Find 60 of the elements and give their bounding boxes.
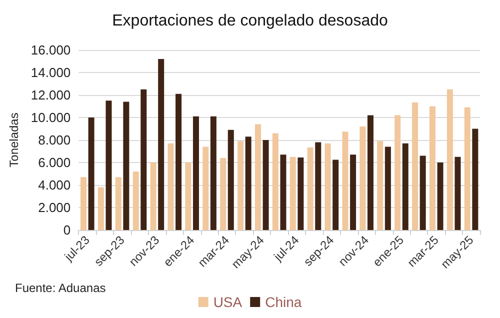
bar	[238, 141, 244, 230]
legend-label: China	[265, 294, 302, 310]
bar	[315, 142, 322, 230]
bar	[472, 128, 478, 230]
bar	[150, 162, 156, 230]
bar	[280, 154, 286, 230]
bar	[262, 140, 269, 230]
bar	[176, 94, 182, 230]
y-tick-label: 8.000	[38, 132, 71, 148]
bar	[360, 126, 366, 230]
bar	[384, 146, 391, 230]
y-tick-label: 0	[63, 222, 71, 238]
bar	[168, 143, 174, 230]
y-tick-label: 10.000	[30, 110, 71, 125]
bar	[115, 177, 122, 230]
bar	[446, 89, 453, 230]
bar	[412, 102, 418, 230]
bar	[202, 146, 209, 230]
bar	[350, 154, 356, 230]
bar	[98, 187, 104, 230]
bar	[88, 118, 94, 230]
bar	[377, 141, 384, 230]
y-tick-label: 12.000	[30, 88, 71, 102]
y-axis-title: Toneladas	[7, 112, 21, 168]
bar	[254, 124, 261, 230]
bar	[123, 102, 130, 230]
bar	[106, 100, 112, 230]
bar	[192, 116, 199, 230]
bar	[132, 172, 139, 230]
y-tick-label: 14.000	[30, 65, 71, 80]
legend-label: USA	[213, 294, 243, 310]
bar	[420, 156, 426, 230]
bar	[272, 133, 278, 230]
bar	[367, 115, 374, 230]
bar	[429, 106, 436, 230]
bar	[140, 89, 147, 230]
bar	[402, 143, 408, 230]
bar	[464, 107, 470, 230]
bar	[324, 143, 331, 230]
bar	[454, 156, 461, 230]
y-tick-label: 4.000	[38, 178, 71, 192]
bar	[298, 157, 304, 230]
bar	[220, 158, 226, 230]
bar	[437, 162, 444, 230]
bar	[290, 156, 296, 230]
bar	[185, 162, 192, 230]
y-tick-label: 16.000	[30, 42, 71, 58]
bar	[394, 115, 401, 230]
y-tick-label: 6.000	[38, 155, 71, 170]
bar	[332, 160, 339, 230]
bar	[210, 116, 216, 230]
chart-title: Exportaciones de congelado desosado	[112, 12, 388, 30]
bar	[245, 136, 252, 230]
bar	[158, 59, 164, 230]
bar	[228, 130, 234, 230]
source-note: Fuente: Aduanas	[15, 281, 106, 295]
bar	[342, 132, 348, 230]
bar	[80, 177, 86, 230]
bar	[307, 147, 314, 230]
y-tick-label: 2.000	[38, 200, 71, 215]
